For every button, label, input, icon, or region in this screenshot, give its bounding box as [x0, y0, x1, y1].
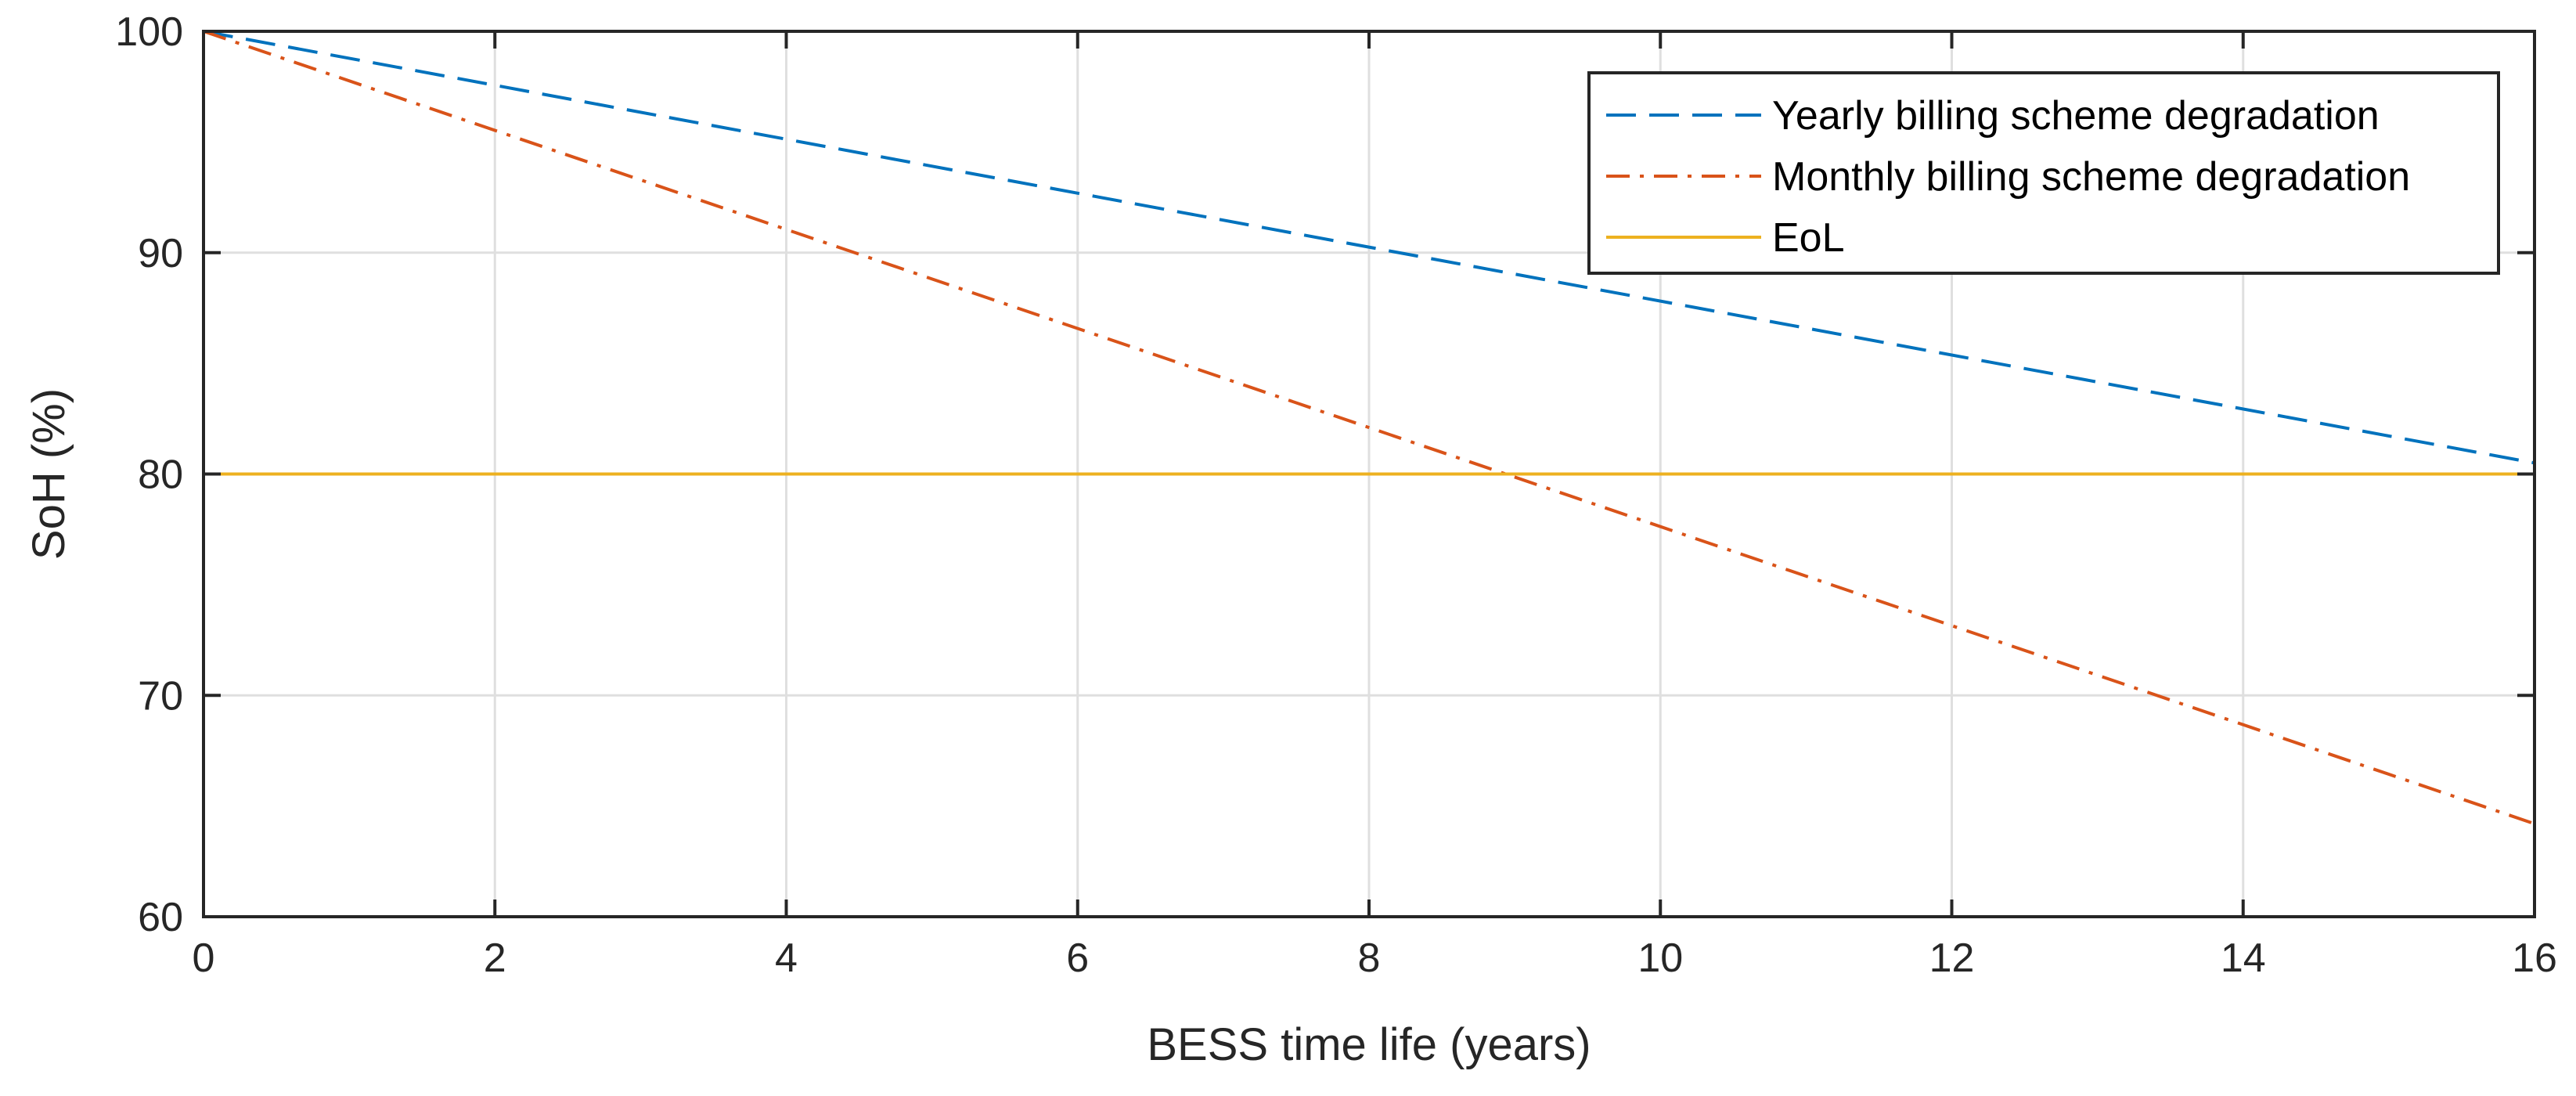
x-tick-label: 0: [193, 936, 215, 981]
x-tick-label: 16: [2512, 936, 2557, 981]
x-tick-label: 10: [1637, 936, 1683, 981]
x-axis-title: BESS time life (years): [1147, 1019, 1591, 1070]
x-tick-label: 4: [775, 936, 798, 981]
series-layer: [203, 30, 2535, 826]
x-tick-label: 2: [484, 936, 506, 981]
y-tick-label: 60: [138, 895, 183, 940]
tick-layer: 0 2 4 6 8 10 12 14 16 60 70 80 90 100: [115, 9, 2557, 981]
series-line-1: [203, 30, 2535, 465]
legend-label-2: Monthly billing scheme degradation: [1772, 154, 2410, 200]
x-tick-label: 12: [1929, 936, 1975, 981]
y-tick-label: 90: [138, 231, 183, 276]
series-line-2: [203, 30, 2535, 826]
x-tick-label: 8: [1358, 936, 1381, 981]
legend-label-3: EoL: [1772, 215, 1845, 261]
y-tick-label: 80: [138, 452, 183, 498]
y-tick-label: 70: [138, 673, 183, 719]
legend: Yearly billing scheme degradation Monthly…: [1587, 71, 2500, 275]
x-tick-label: 6: [1066, 936, 1089, 981]
legend-label-1: Yearly billing scheme degradation: [1772, 93, 2380, 139]
y-axis-title: SoH (%): [23, 388, 74, 560]
legend-box: [1587, 71, 2500, 275]
y-tick-label: 100: [115, 9, 183, 55]
x-tick-label: 14: [2221, 936, 2266, 981]
